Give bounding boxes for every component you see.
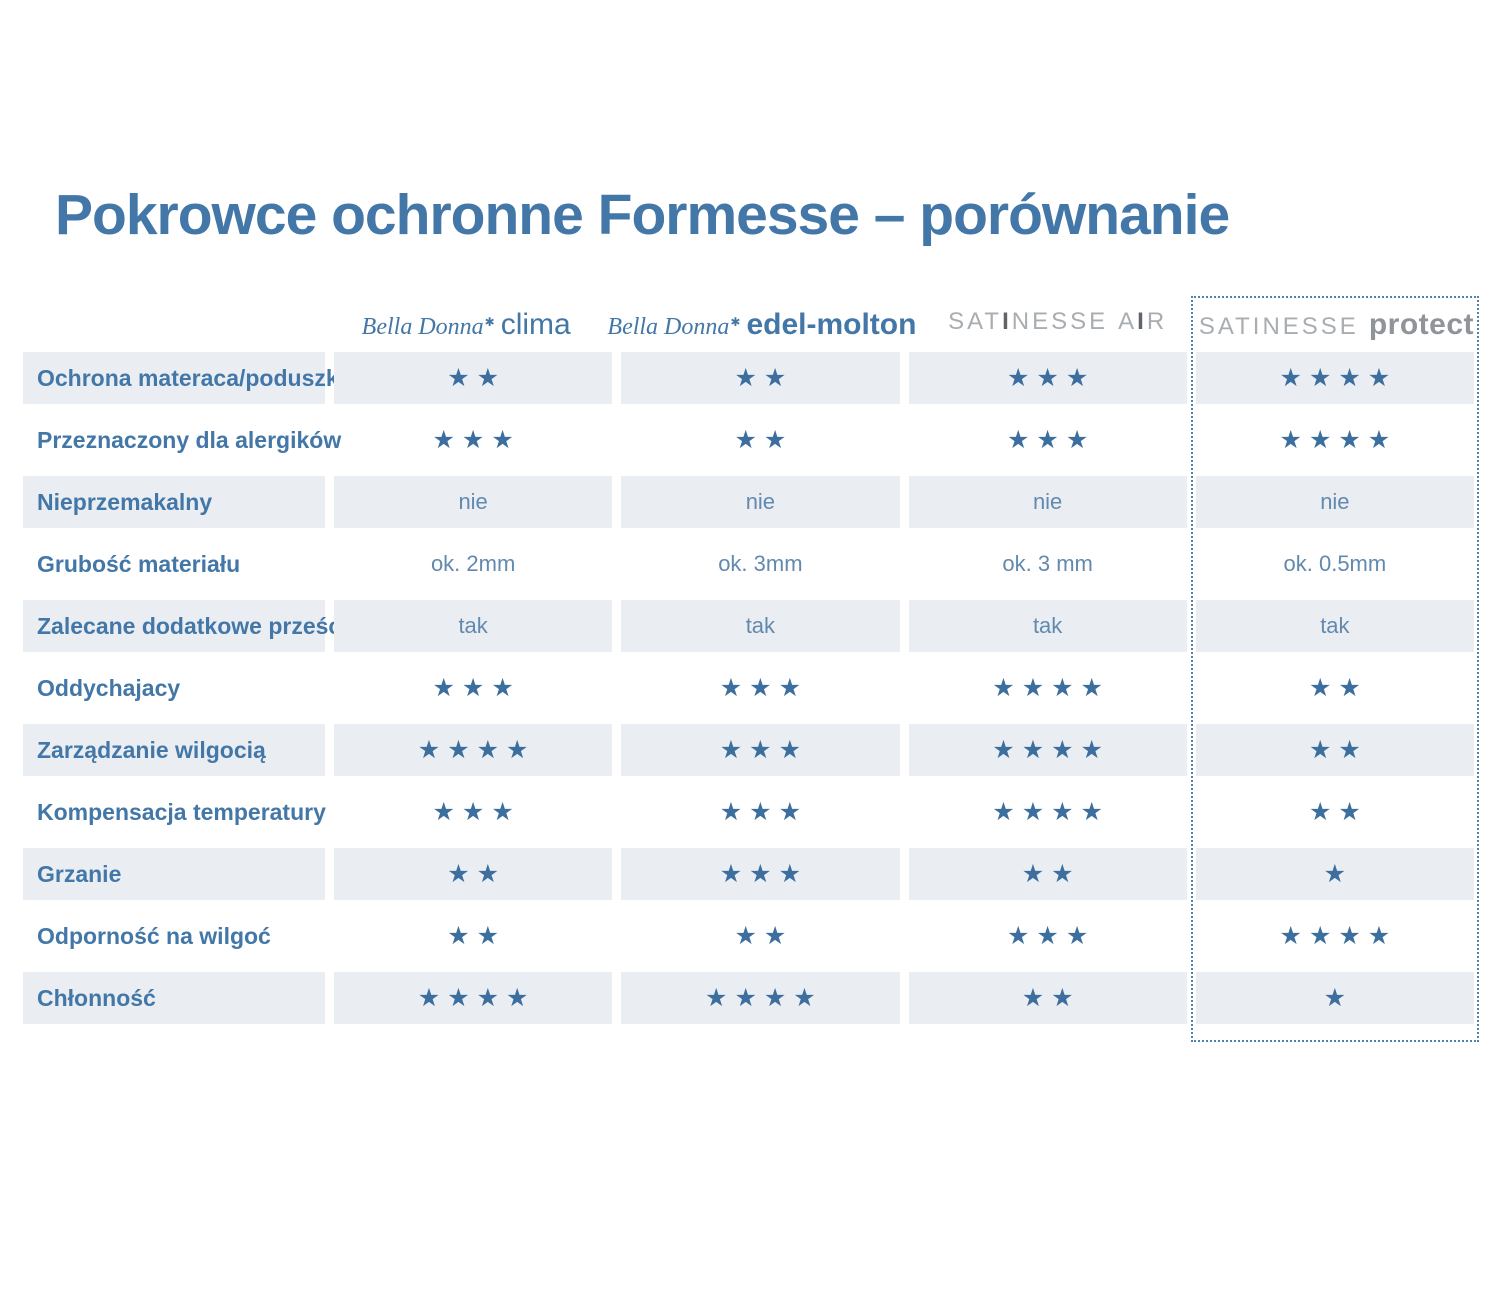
stars-rating: ★★★★ — [992, 674, 1110, 702]
value-text: tak — [621, 600, 900, 652]
brand-logo-text: Bella Donna — [361, 314, 484, 340]
stars-rating: ★★★ — [432, 674, 521, 702]
row-label: Chłonność — [23, 972, 325, 1024]
row-label: Nieprzemakalny — [23, 476, 325, 528]
column-header-air: SATINESSE AIR — [925, 290, 1189, 352]
table-row: Grubość materiału ok. 2mm ok. 3mm ok. 3 mm o… — [23, 538, 1474, 590]
stars-rating: ★★★ — [908, 352, 1187, 404]
product-name-text: protect — [1368, 308, 1474, 341]
table-row: Przeznaczony dla alergików ★★★ ★★ ★★★ ★★★★ — [23, 414, 1474, 466]
stars-rating: ★★ — [621, 352, 900, 404]
stars-rating: ★★ — [734, 922, 794, 950]
table-rows: Ochrona materaca/poduszki ★★ ★★ ★★★ ★★★★ Prze… — [23, 352, 1474, 1024]
row-label: Ochrona materaca/poduszki — [23, 352, 345, 404]
row-label: Zarządzanie wilgocią — [23, 724, 325, 776]
page-title: Pokrowce ochronne Formesse – porównanie — [55, 183, 1230, 247]
stars-rating: ★★★★ — [1279, 426, 1398, 454]
stars-rating: ★★ — [734, 426, 794, 454]
brand-logo-text: SATINESSE — [1198, 313, 1359, 340]
value-text: tak — [1195, 600, 1474, 652]
value-text: ok. 2mm — [430, 551, 516, 576]
table-row: Grzanie ★★ ★★★ ★★ ★ — [23, 848, 1474, 900]
table-row: Odporność na wilgoć ★★ ★★ ★★★ ★★★★ — [23, 910, 1474, 962]
product-name-text: AIR — [1118, 308, 1168, 335]
product-name-text: edel-molton — [746, 308, 917, 341]
stars-rating: ★★★★ — [1279, 922, 1398, 950]
row-label: Grubość materiału — [37, 550, 241, 577]
product-name-text: clima — [500, 308, 571, 341]
stars-rating: ★★★★ — [992, 798, 1110, 826]
value-text: nie — [334, 476, 613, 528]
stars-rating: ★★★ — [1007, 426, 1096, 454]
value-text: nie — [1195, 476, 1474, 528]
stars-rating: ★★★ — [621, 848, 900, 900]
column-header-protect: SATINESSE protect — [1199, 290, 1474, 352]
stars-rating: ★★ — [334, 352, 613, 404]
stars-rating: ★★★★ — [1195, 352, 1474, 404]
stars-rating: ★★ — [334, 848, 613, 900]
row-label: Kompensacja temperatury — [37, 798, 326, 825]
value-text: nie — [621, 476, 900, 528]
value-text: ok. 3 mm — [1002, 551, 1093, 576]
row-label: Oddychajacy — [37, 674, 181, 701]
stars-rating: ★★ — [1308, 674, 1368, 702]
stars-rating: ★★★ — [719, 798, 808, 826]
brand-logo-text: Bella Donna — [607, 314, 730, 340]
table-row: Nieprzemakalny nie nie nie nie — [23, 476, 1474, 528]
row-label: Przeznaczony dla alergików — [37, 426, 342, 453]
stars-rating: ★★ — [908, 848, 1187, 900]
column-header-edel-molton: Bella Donna ✱ edel-molton — [607, 290, 916, 352]
brand-logo-text: SATINESSE — [948, 308, 1109, 335]
comparison-page: Pokrowce ochronne Formesse – porównanie … — [0, 184, 1500, 1299]
row-label: Zalecane dodatkowe prześcieradło — [23, 600, 417, 652]
table-header-row: Bella Donna ✱ clima Bella Donna ✱ edel-molton… — [23, 290, 1474, 352]
table-row: Chłonność ★★★★ ★★★★ ★★ ★ — [23, 972, 1474, 1024]
table-row: Zarządzanie wilgocią ★★★★ ★★★ ★★★★ ★★ — [23, 724, 1474, 776]
value-text: ok. 3mm — [718, 551, 803, 576]
stars-rating: ★★ — [908, 972, 1187, 1024]
stars-rating: ★★★★ — [334, 972, 613, 1024]
row-label: Grzanie — [23, 848, 325, 900]
stars-rating: ★★★★ — [621, 972, 900, 1024]
table-row: Kompensacja temperatury ★★★ ★★★ ★★★★ ★★ — [23, 786, 1474, 838]
stars-rating: ★★ — [447, 922, 507, 950]
stars-rating: ★ — [1195, 972, 1474, 1024]
table-row: Ochrona materaca/poduszki ★★ ★★ ★★★ ★★★★ — [23, 352, 1474, 404]
stars-rating: ★ — [1195, 848, 1474, 900]
comparison-table: Bella Donna ✱ clima Bella Donna ✱ edel-molton… — [23, 290, 1479, 1042]
stars-rating: ★★★★ — [334, 724, 613, 776]
header-label-spacer — [23, 290, 325, 352]
brand-mark-icon: ✱ — [484, 315, 495, 329]
brand-mark-icon: ✱ — [730, 315, 741, 329]
stars-rating: ★★★ — [432, 426, 521, 454]
table-row: Oddychajacy ★★★ ★★★ ★★★★ ★★ — [23, 662, 1474, 714]
stars-rating: ★★★ — [719, 674, 808, 702]
stars-rating: ★★★★ — [908, 724, 1187, 776]
value-text: nie — [908, 476, 1187, 528]
row-label: Odporność na wilgoć — [37, 922, 271, 949]
column-header-clima: Bella Donna ✱ clima — [334, 290, 598, 352]
value-text: tak — [334, 600, 613, 652]
value-text: tak — [908, 600, 1187, 652]
table-row: Zalecane dodatkowe prześcieradło tak tak ta… — [23, 600, 1474, 652]
stars-rating: ★★ — [1308, 798, 1368, 826]
stars-rating: ★★★ — [1007, 922, 1096, 950]
stars-rating: ★★★ — [621, 724, 900, 776]
value-text: ok. 0.5mm — [1283, 551, 1387, 576]
stars-rating: ★★★ — [432, 798, 521, 826]
stars-rating: ★★ — [1195, 724, 1474, 776]
